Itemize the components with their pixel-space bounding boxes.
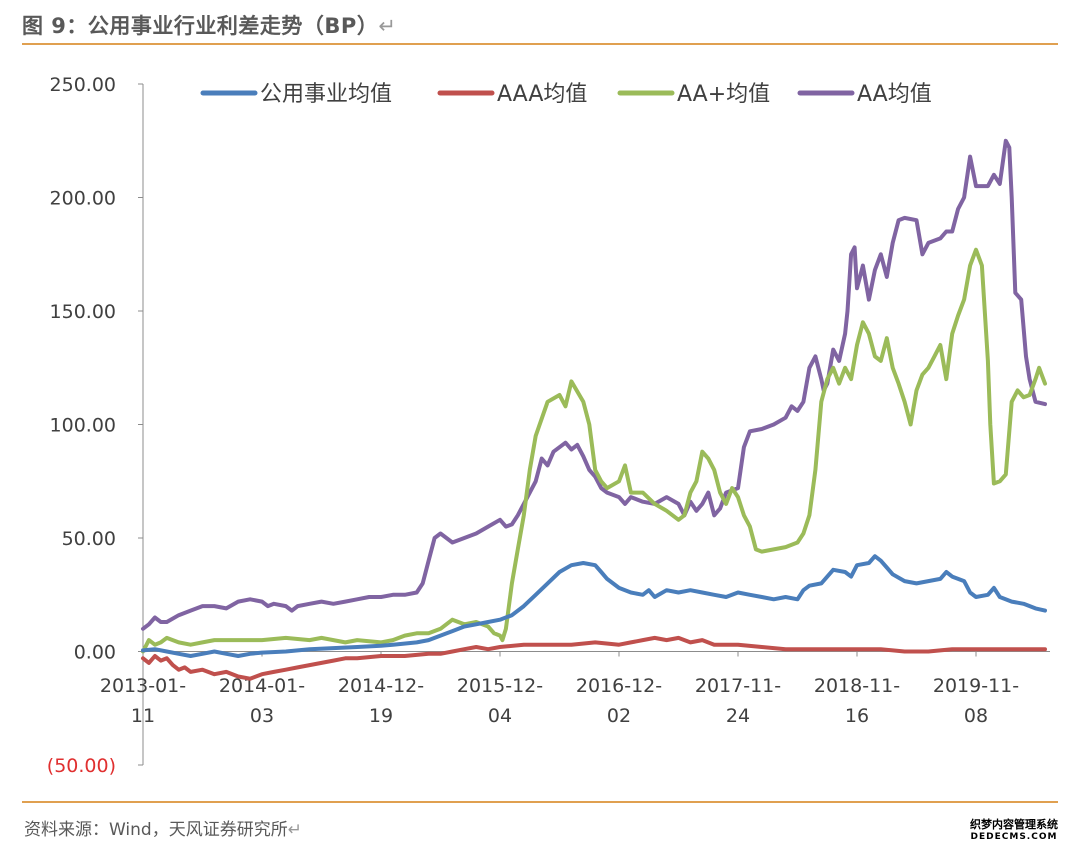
- legend-label-1: AAA均值: [497, 82, 587, 107]
- x-tick-label-line1: 2018-11-: [814, 675, 900, 697]
- x-tick-label-line1: 2016-12-: [576, 675, 662, 697]
- y-tick-label: (50.00): [47, 755, 116, 777]
- y-tick-label: 50.00: [62, 528, 116, 550]
- chart-legend: 公用事业均值 AAA均值 AA+均值 AA均值: [200, 82, 932, 107]
- x-tick-label-line2: 02: [607, 705, 631, 727]
- x-tick-label-line1: 2014-01-: [219, 675, 305, 697]
- chart-axes: [138, 83, 1050, 766]
- legend-label-2: AA+均值: [677, 82, 770, 107]
- y-tick-label: 100.00: [50, 415, 116, 437]
- series-line-1: [141, 635, 1047, 681]
- y-tick-label: 0.00: [74, 642, 116, 664]
- watermark-logo: 织梦内容管理系统 DEDECMS.COM: [970, 818, 1058, 842]
- line-chart: 250.00 200.00 150.00 100.00 50.00 0.00 (50.00)…: [47, 74, 1050, 777]
- legend-label-3: AA均值: [857, 82, 932, 107]
- x-tick-label-line2: 08: [964, 705, 988, 727]
- y-tick-label: 250.00: [50, 74, 116, 96]
- legend-label-0: 公用事业均值: [260, 82, 392, 107]
- chart-series: [141, 138, 1047, 681]
- x-tick-label-line1: 2013-01-: [100, 675, 186, 697]
- x-tick-label-line2: 19: [369, 705, 393, 727]
- series-line-3: [141, 138, 1047, 631]
- x-axis-tick-labels: 2013-01- 11 2014-01- 03 2014-12- 19 2015-12- 04…: [100, 675, 1019, 727]
- series-line-2: [141, 247, 1047, 654]
- x-tick-label-line2: 03: [250, 705, 274, 727]
- source-divider: [22, 801, 1058, 803]
- x-tick-label-line2: 24: [726, 705, 750, 727]
- series-line-0: [141, 554, 1047, 658]
- x-tick-label-line2: 11: [131, 705, 155, 727]
- x-tick-label-line1: 2019-11-: [933, 675, 1019, 697]
- x-tick-label-line2: 04: [488, 705, 512, 727]
- y-tick-label: 200.00: [50, 188, 116, 210]
- figure-title: 图 9：公用事业行业利差走势（BP）↵: [22, 14, 397, 38]
- y-tick-label: 150.00: [50, 301, 116, 323]
- x-tick-label-line1: 2017-11-: [695, 675, 781, 697]
- x-tick-label-line1: 2014-12-: [338, 675, 424, 697]
- x-tick-label-line2: 16: [845, 705, 869, 727]
- title-divider: [22, 43, 1058, 45]
- y-axis-tick-labels: 250.00 200.00 150.00 100.00 50.00 0.00 (50.00): [47, 74, 116, 777]
- x-tick-label-line1: 2015-12-: [457, 675, 543, 697]
- source-note: 资料来源：Wind，天风证券研究所↵: [24, 820, 302, 840]
